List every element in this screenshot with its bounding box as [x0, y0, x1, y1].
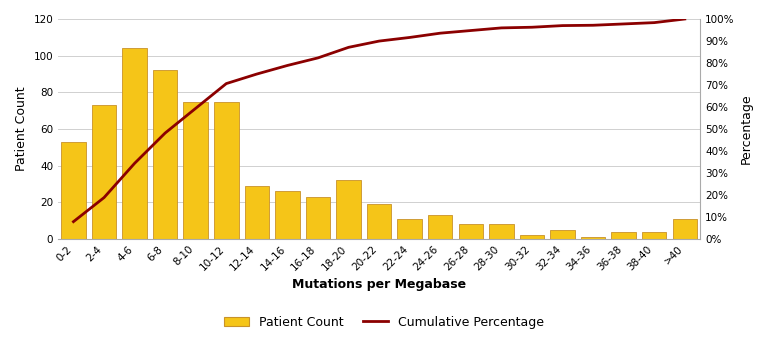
- Bar: [336, 181, 361, 239]
- Bar: [245, 186, 269, 239]
- Bar: [398, 219, 422, 239]
- Bar: [581, 237, 605, 239]
- Bar: [458, 224, 483, 239]
- Y-axis label: Patient Count: Patient Count: [15, 87, 28, 171]
- Legend: Patient Count, Cumulative Percentage: Patient Count, Cumulative Percentage: [220, 311, 548, 334]
- Bar: [673, 219, 697, 239]
- Bar: [61, 142, 86, 239]
- Bar: [184, 102, 208, 239]
- Bar: [92, 105, 116, 239]
- Bar: [642, 232, 667, 239]
- Bar: [214, 102, 239, 239]
- Bar: [611, 232, 636, 239]
- Bar: [122, 48, 147, 239]
- X-axis label: Mutations per Megabase: Mutations per Megabase: [292, 278, 466, 291]
- Bar: [489, 224, 514, 239]
- Bar: [275, 191, 300, 239]
- Bar: [520, 236, 545, 239]
- Bar: [367, 204, 392, 239]
- Bar: [428, 215, 452, 239]
- Bar: [551, 230, 574, 239]
- Bar: [306, 197, 330, 239]
- Y-axis label: Percentage: Percentage: [740, 94, 753, 164]
- Bar: [153, 70, 177, 239]
